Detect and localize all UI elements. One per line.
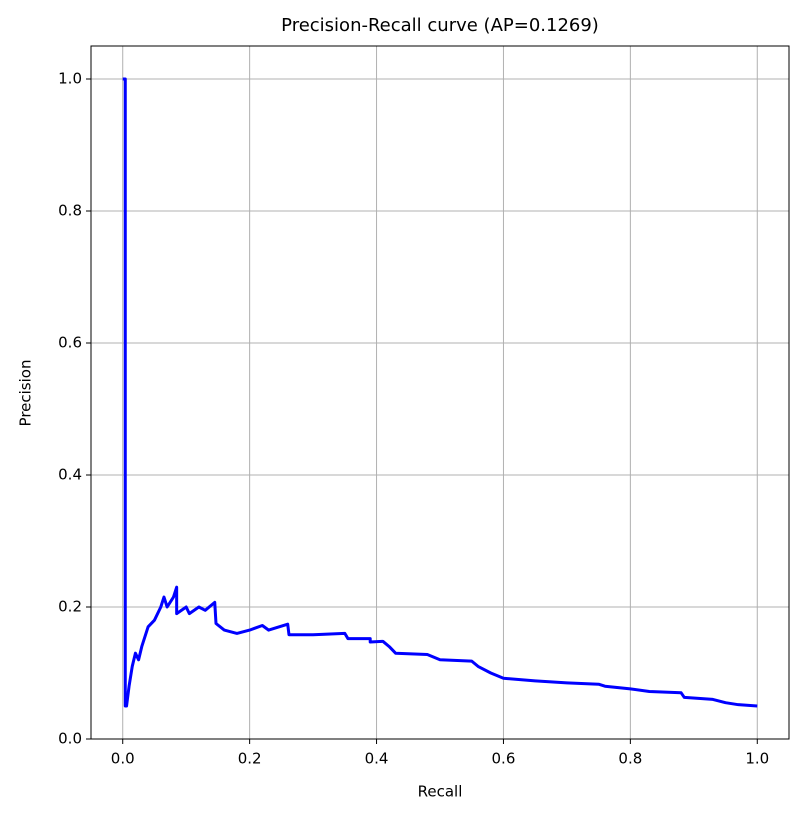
y-tick-label: 0.6: [58, 334, 82, 352]
x-tick-label: 0.0: [111, 750, 135, 768]
x-axis-label: Recall: [418, 783, 463, 801]
y-tick-label: 0.4: [58, 466, 82, 484]
y-tick-label: 1.0: [58, 70, 82, 88]
y-tick-label: 0.8: [58, 202, 82, 220]
y-axis-label: Precision: [17, 360, 35, 427]
plot-frame: [90, 45, 790, 740]
x-tick-label: 0.6: [492, 750, 516, 768]
y-tick-label: 0.2: [58, 598, 82, 616]
x-tick-label: 0.2: [238, 750, 262, 768]
chart-title: Precision-Recall curve (AP=0.1269): [281, 15, 599, 36]
pr-curve: [122, 77, 758, 708]
x-tick-label: 0.8: [618, 750, 642, 768]
y-tick-label: 0.0: [58, 730, 82, 748]
x-tick-label: 0.4: [365, 750, 389, 768]
x-tick-label: 1.0: [745, 750, 769, 768]
